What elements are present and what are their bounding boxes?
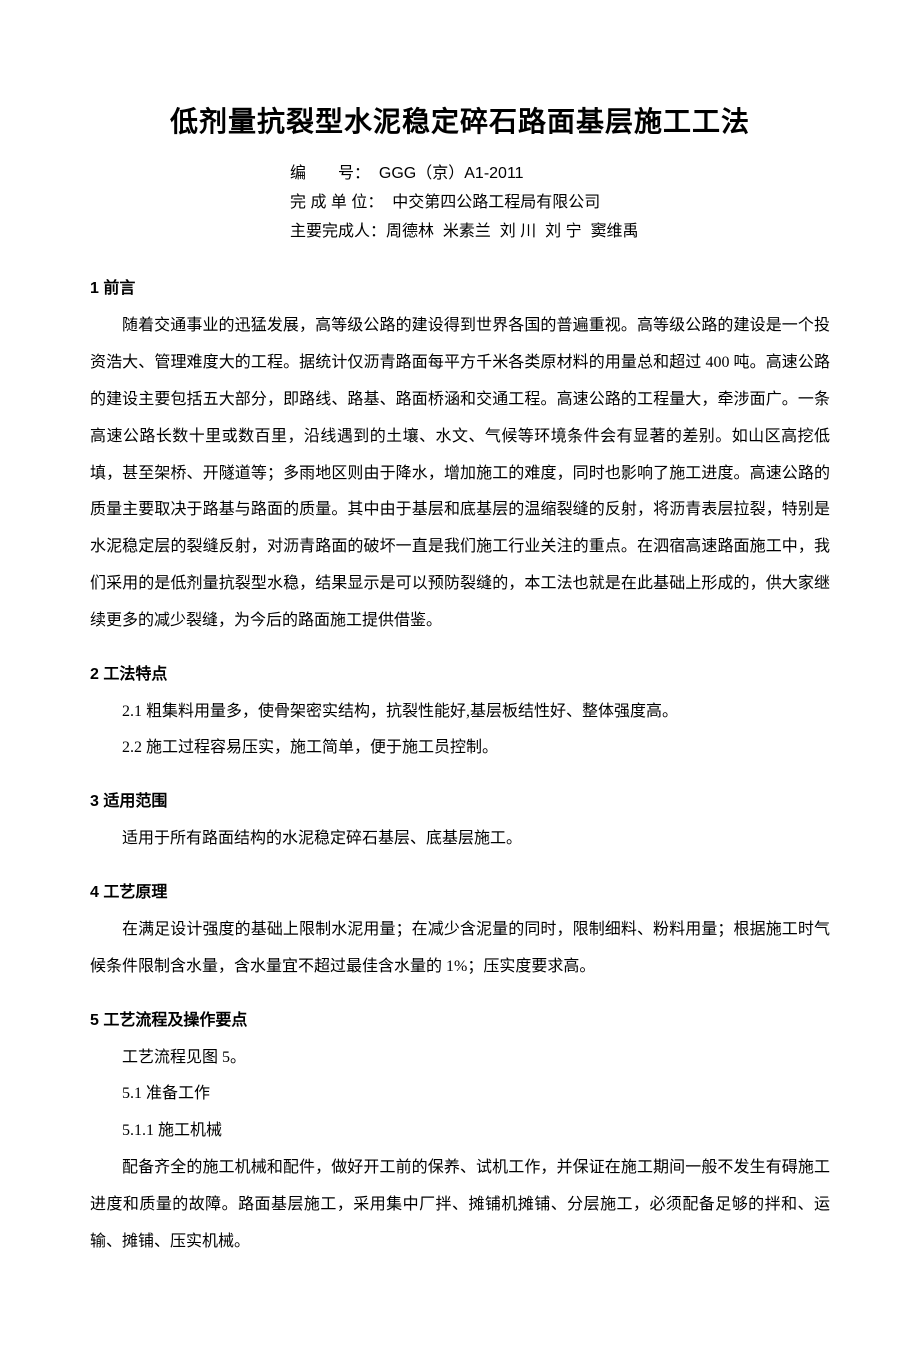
section-5-line-3: 5.1.1 施工机械 xyxy=(90,1113,830,1150)
meta-number-label: 编 号： xyxy=(290,165,370,182)
document-meta: 编 号： GGG（京）A1-2011 完 成 单 位： 中交第四公路工程局有限公… xyxy=(290,160,830,246)
section-1-paragraph: 随着交通事业的迅猛发展，高等级公路的建设得到世界各国的普遍重视。高等级公路的建设… xyxy=(90,308,830,639)
meta-authors: 主要完成人：周德林 米素兰 刘 川 刘 宁 窦维禹 xyxy=(290,218,830,247)
section-4-paragraph: 在满足设计强度的基础上限制水泥用量；在减少含泥量的同时，限制细料、粉料用量；根据… xyxy=(90,912,830,986)
section-5-paragraph: 配备齐全的施工机械和配件，做好开工前的保养、试机工作，并保证在施工期间一般不发生… xyxy=(90,1150,830,1260)
meta-unit: 完 成 单 位： 中交第四公路工程局有限公司 xyxy=(290,189,830,218)
section-5-heading: 5 工艺流程及操作要点 xyxy=(90,1006,830,1030)
section-1-heading: 1 前言 xyxy=(90,274,830,298)
section-2-line-2: 2.2 施工过程容易压实，施工简单，便于施工员控制。 xyxy=(90,730,830,767)
meta-authors-label: 主要完成人： xyxy=(290,223,386,240)
section-5-line-2: 5.1 准备工作 xyxy=(90,1076,830,1113)
meta-unit-value: 中交第四公路工程局有限公司 xyxy=(383,194,600,211)
section-4-heading: 4 工艺原理 xyxy=(90,878,830,902)
meta-unit-label: 完 成 单 位： xyxy=(290,194,383,211)
document-title: 低剂量抗裂型水泥稳定碎石路面基层施工工法 xyxy=(90,100,830,140)
section-2-heading: 2 工法特点 xyxy=(90,660,830,684)
meta-authors-value: 周德林 米素兰 刘 川 刘 宁 窦维禹 xyxy=(386,223,638,240)
section-2-line-1: 2.1 粗集料用量多，使骨架密实结构，抗裂性能好,基层板结性好、整体强度高。 xyxy=(90,694,830,731)
section-3-heading: 3 适用范围 xyxy=(90,787,830,811)
document-page: 低剂量抗裂型水泥稳定碎石路面基层施工工法 编 号： GGG（京）A1-2011 … xyxy=(0,0,920,1350)
section-3-line-1: 适用于所有路面结构的水泥稳定碎石基层、底基层施工。 xyxy=(90,821,830,858)
section-5-line-1: 工艺流程见图 5。 xyxy=(90,1040,830,1077)
meta-number-value: GGG（京）A1-2011 xyxy=(370,165,524,182)
meta-number: 编 号： GGG（京）A1-2011 xyxy=(290,160,830,189)
